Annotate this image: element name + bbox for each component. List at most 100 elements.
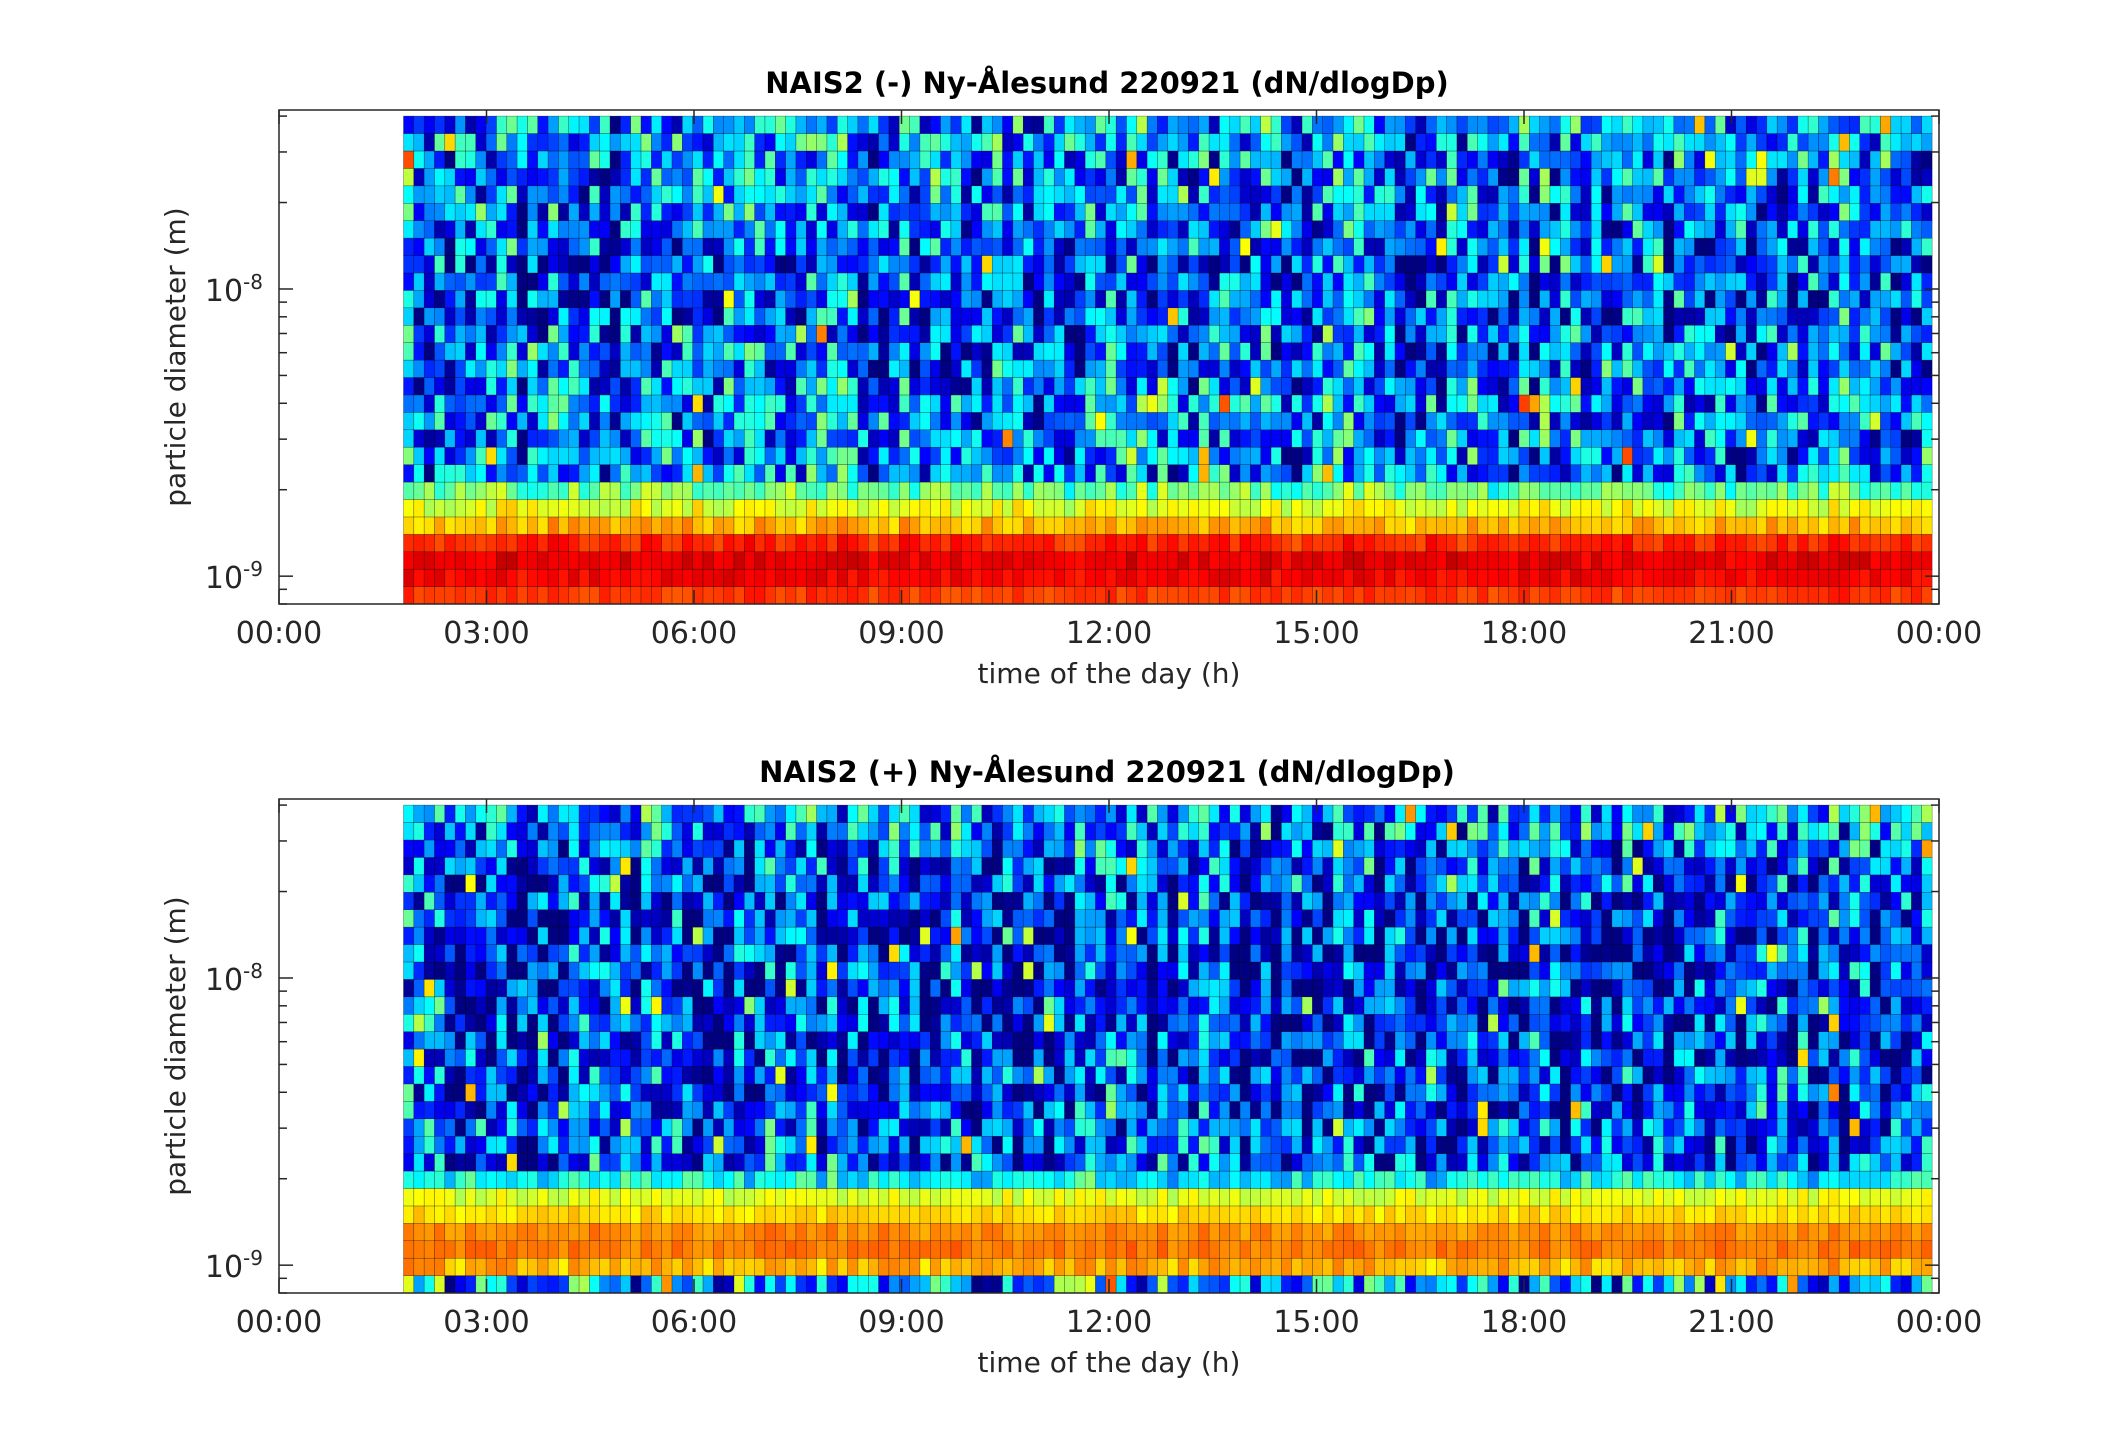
- heatmap-cell: [981, 1205, 993, 1224]
- heatmap-cell: [1136, 394, 1148, 413]
- heatmap-cell: [1384, 1205, 1396, 1224]
- heatmap-cell: [1146, 185, 1158, 204]
- heatmap-cell: [1921, 168, 1933, 187]
- heatmap-cell: [506, 150, 518, 169]
- heatmap-cell: [1828, 429, 1840, 448]
- heatmap-cell: [1560, 481, 1571, 500]
- heatmap-cell: [1126, 446, 1138, 465]
- heatmap-cell: [1157, 220, 1169, 239]
- heatmap-cell: [1498, 307, 1509, 326]
- heatmap-cell: [795, 342, 807, 361]
- heatmap-cell: [485, 255, 497, 274]
- heatmap-cell: [1890, 499, 1902, 518]
- heatmap-cell: [950, 290, 962, 309]
- heatmap-cell: [1415, 464, 1427, 483]
- heatmap-cell: [1456, 342, 1468, 361]
- heatmap-cell: [1714, 1205, 1726, 1224]
- heatmap-cell: [847, 516, 859, 535]
- heatmap-cell: [630, 516, 642, 535]
- heatmap-cell: [795, 272, 807, 291]
- heatmap-cell: [1591, 1205, 1602, 1224]
- heatmap-cell: [1301, 307, 1313, 326]
- heatmap-cell: [1363, 202, 1375, 221]
- heatmap-cell: [1498, 516, 1509, 535]
- heatmap-cell: [1415, 168, 1427, 187]
- heatmap-cell: [1735, 115, 1747, 134]
- heatmap-cell: [1570, 115, 1582, 134]
- heatmap-cell: [1549, 307, 1561, 326]
- heatmap-cell: [1632, 516, 1644, 535]
- heatmap-cell: [434, 1240, 446, 1259]
- heatmap-cell: [1549, 272, 1561, 291]
- heatmap-cell: [1291, 237, 1303, 256]
- heatmap-cell: [909, 586, 921, 605]
- heatmap-cell: [1002, 568, 1014, 587]
- heatmap-cell: [1756, 168, 1768, 187]
- heatmap-cell: [1591, 168, 1602, 187]
- heatmap-cell: [434, 324, 446, 343]
- heatmap-cell: [1188, 1275, 1200, 1294]
- heatmap-cell: [1260, 377, 1272, 396]
- heatmap-cell: [1446, 481, 1458, 500]
- heatmap-cell: [713, 568, 724, 587]
- heatmap-cell: [1281, 551, 1293, 570]
- heatmap-cell: [1477, 464, 1489, 483]
- heatmap-cell: [1797, 168, 1809, 187]
- heatmap-cell: [1157, 499, 1169, 518]
- x-tick-label: 15:00: [1273, 616, 1359, 651]
- heatmap-cell: [1694, 150, 1706, 169]
- heatmap-cell: [919, 1240, 931, 1259]
- heatmap-cell: [1043, 290, 1055, 309]
- heatmap-cell: [826, 237, 838, 256]
- heatmap-cell: [682, 446, 693, 465]
- heatmap-cell: [764, 342, 776, 361]
- heatmap-cell: [1621, 150, 1633, 169]
- heatmap-cell: [702, 1205, 714, 1224]
- heatmap-cell: [1157, 586, 1169, 605]
- heatmap-cell: [744, 446, 755, 465]
- heatmap-cell: [1260, 1275, 1272, 1294]
- heatmap-cell: [764, 185, 776, 204]
- heatmap-cell: [1900, 394, 1912, 413]
- heatmap-cell: [702, 202, 714, 221]
- heatmap-cell: [1270, 115, 1282, 134]
- heatmap-cell: [960, 568, 972, 587]
- heatmap-cell: [909, 464, 921, 483]
- heatmap-cell: [1456, 1257, 1468, 1276]
- heatmap-cell: [857, 499, 869, 518]
- heatmap-cell: [1198, 1205, 1210, 1224]
- heatmap-cell: [868, 237, 879, 256]
- heatmap-cell: [1312, 237, 1324, 256]
- heatmap-cell: [723, 516, 735, 535]
- heatmap-cell: [1446, 255, 1458, 274]
- heatmap-cell: [837, 133, 848, 152]
- heatmap-cell: [1580, 324, 1592, 343]
- heatmap-cell: [1446, 150, 1458, 169]
- heatmap-cell: [940, 377, 952, 396]
- heatmap-cell: [899, 534, 910, 553]
- heatmap-cell: [1797, 464, 1809, 483]
- heatmap-cell: [764, 115, 776, 134]
- heatmap-cell: [413, 394, 425, 413]
- heatmap-cell: [692, 150, 704, 169]
- heatmap-cell: [1890, 324, 1902, 343]
- heatmap-cell: [682, 1275, 693, 1294]
- heatmap-cell: [1518, 324, 1530, 343]
- heatmap-cell: [1714, 255, 1726, 274]
- heatmap-cell: [1828, 307, 1840, 326]
- heatmap-cell: [1436, 412, 1447, 431]
- heatmap-cell: [1301, 499, 1313, 518]
- heatmap-cell: [702, 412, 714, 431]
- heatmap-cell: [764, 551, 776, 570]
- heatmap-cell: [1363, 272, 1375, 291]
- heatmap-cell: [1415, 324, 1427, 343]
- heatmap-cell: [1570, 377, 1582, 396]
- heatmap-cell: [929, 185, 941, 204]
- heatmap-cell: [1312, 185, 1324, 204]
- heatmap-cell: [1250, 534, 1262, 553]
- heatmap-cell: [1859, 115, 1871, 134]
- heatmap-cell: [1725, 220, 1737, 239]
- heatmap-cell: [1353, 586, 1365, 605]
- heatmap-cell: [1374, 394, 1385, 413]
- heatmap-cell: [465, 429, 477, 448]
